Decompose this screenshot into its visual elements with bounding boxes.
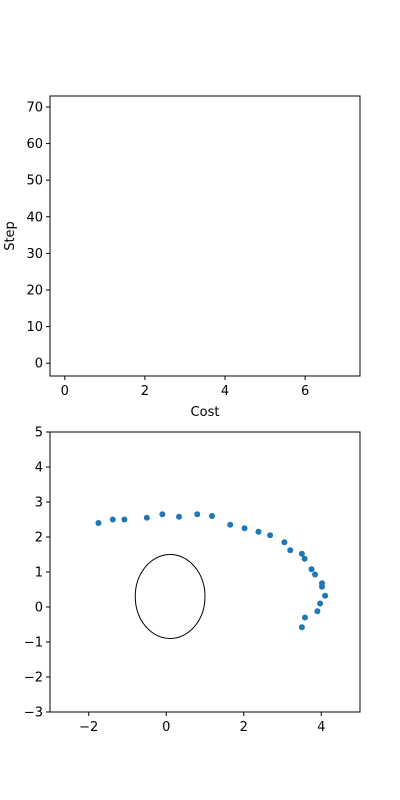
bottom-plot-x-tick-label: 2 <box>240 720 248 735</box>
bottom-plot-y-ticks: −3 −2 −1 0 1 2 3 4 5 <box>24 426 50 721</box>
bottom-plot-x-tick-label: −2 <box>79 720 98 735</box>
data-point <box>241 525 248 532</box>
top-plot-x-tick-label: 4 <box>221 384 229 399</box>
top-plot-x-tick-label: 0 <box>61 384 69 399</box>
top-plot-x-tick-label: 2 <box>141 384 149 399</box>
data-point <box>298 550 305 557</box>
bottom-plot-y-tick-label: 4 <box>35 461 43 476</box>
bottom-plot-x-ticks: −2 0 2 4 <box>79 712 325 735</box>
top-plot: 0 2 4 6 0 10 20 30 40 50 60 70 Cost Step <box>3 95 361 420</box>
bottom-plot-y-tick-label: 2 <box>35 531 43 546</box>
top-plot-y-tick-label: 50 <box>26 174 43 189</box>
data-point <box>314 608 321 615</box>
top-plot-y-tick-label: 10 <box>26 320 43 335</box>
data-point <box>322 592 329 599</box>
top-plot-y-ticks: 0 10 20 30 40 50 60 70 <box>26 100 50 372</box>
data-point <box>301 614 308 621</box>
top-plot-frame <box>49 95 361 377</box>
data-point <box>208 513 215 519</box>
data-point <box>194 511 201 518</box>
data-point <box>281 539 288 546</box>
top-plot-y-tick-label: 60 <box>26 137 43 152</box>
top-plot-y-tick-label: 70 <box>26 100 43 115</box>
bottom-plot: −2 0 2 4 −3 −2 −1 0 1 2 3 4 5 <box>24 426 361 735</box>
top-plot-x-axis-label: Cost <box>191 405 220 420</box>
data-point <box>255 528 262 535</box>
data-point <box>159 511 166 518</box>
top-plot-y-tick-label: 20 <box>26 283 43 298</box>
bottom-plot-y-tick-label: −2 <box>24 671 43 686</box>
data-point <box>298 624 305 631</box>
bottom-plot-x-tick-label: 0 <box>162 720 170 735</box>
bottom-plot-y-tick-label: 0 <box>35 601 43 616</box>
data-point <box>301 555 308 562</box>
data-point <box>227 521 234 528</box>
bottom-plot-y-tick-label: −3 <box>24 706 43 721</box>
top-plot-y-tick-label: 0 <box>35 357 43 372</box>
bottom-plot-y-tick-label: 1 <box>35 566 43 581</box>
top-plot-y-axis-label: Step <box>3 221 18 251</box>
obstacle-circle <box>134 554 206 639</box>
data-point <box>109 516 116 523</box>
bottom-plot-x-tick-label: 4 <box>317 720 325 735</box>
data-point <box>287 547 294 554</box>
data-point <box>312 571 319 578</box>
top-plot-y-tick-label: 30 <box>26 247 43 262</box>
trajectory-points <box>95 511 329 631</box>
data-point <box>95 520 102 526</box>
data-point <box>317 600 324 607</box>
bottom-plot-y-tick-label: 5 <box>35 426 43 441</box>
top-plot-x-ticks: 0 2 4 6 <box>61 376 309 399</box>
data-point <box>121 516 128 523</box>
top-plot-x-tick-label: 6 <box>301 384 309 399</box>
data-point <box>267 532 274 539</box>
top-plot-y-tick-label: 40 <box>26 210 43 225</box>
data-point <box>143 514 150 521</box>
data-point <box>308 566 315 573</box>
data-point <box>176 513 183 520</box>
bottom-plot-y-tick-label: 3 <box>35 496 43 511</box>
data-point <box>319 583 326 590</box>
bottom-plot-y-tick-label: −1 <box>24 636 43 651</box>
